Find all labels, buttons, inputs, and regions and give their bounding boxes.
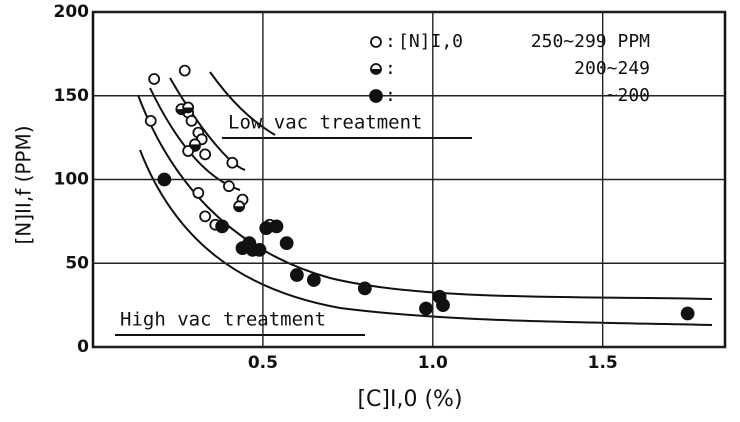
x-axis-label: [C]I,0 (%) [357,387,462,412]
legend-title: [N]I,0 [398,31,463,52]
point [269,219,284,234]
legend-colon: : [385,31,396,52]
legend-label: ~200 [607,85,650,106]
x-tick-label: 0.5 [248,353,278,373]
point [178,64,191,77]
legend-label: 250~299 PPM [531,31,650,52]
point-fill [189,144,200,150]
point [199,148,212,161]
fit-curve [209,71,276,136]
point [233,200,246,213]
point [192,186,205,199]
point [185,114,198,127]
legend-label: 200~249 [574,58,650,79]
annotation: Low vac treatment [228,112,422,134]
y-tick-label: 50 [65,253,89,273]
point [157,172,172,187]
point-fill [183,107,194,113]
point [215,219,230,234]
y-tick-label: 100 [54,170,90,190]
y-axis-label: [N]II,f (PPM) [12,125,36,244]
fit-curve [169,77,246,171]
annotation: High vac treatment [120,309,326,331]
point [199,210,212,223]
legend-colon: : [385,85,396,106]
point [279,236,294,251]
point [369,89,383,103]
point [182,101,195,114]
point-fill [371,69,381,74]
y-tick-label: 150 [54,86,90,106]
point [289,268,304,282]
point [357,281,372,296]
point [182,145,195,157]
legend-colon: : [385,58,396,79]
point [419,301,433,316]
point [306,273,321,287]
point-fill [234,206,245,212]
point [226,156,239,169]
point [189,138,201,151]
x-tick-label: 1.0 [418,353,448,373]
y-tick-label: 200 [54,2,90,22]
point [144,114,157,127]
fit-curve [137,94,713,300]
point [148,73,161,85]
point [370,36,382,48]
fit-curve [139,149,713,326]
point [370,63,382,75]
fit-curves [137,71,713,326]
y-tick-label: 0 [77,337,89,357]
point [436,298,450,313]
point [680,306,695,321]
x-tick-label: 1.5 [588,353,618,373]
point [252,242,267,257]
point [223,180,235,193]
